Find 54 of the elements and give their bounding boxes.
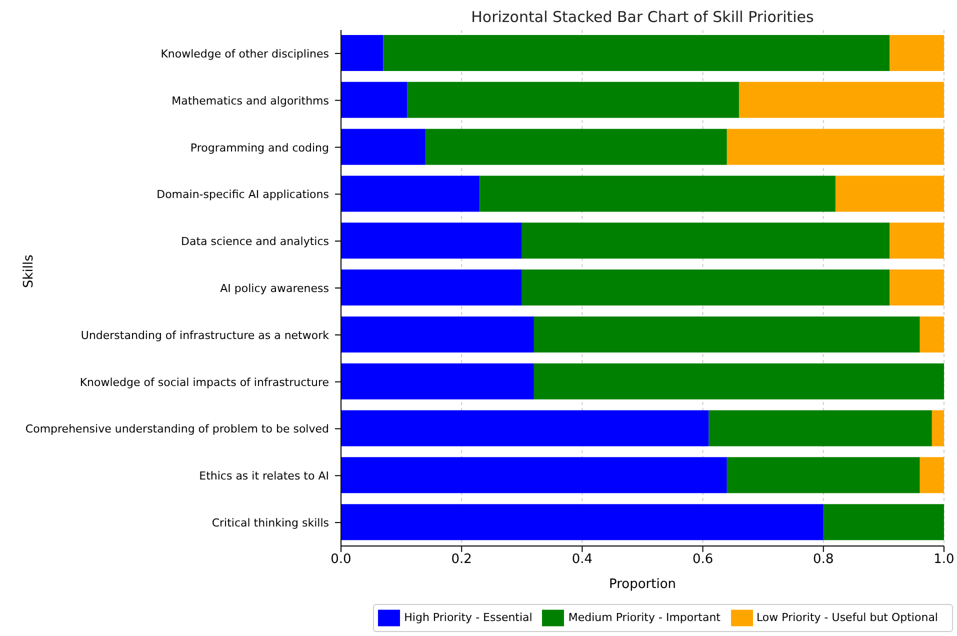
x-tick-label: 0.4 <box>572 552 593 568</box>
bar <box>341 457 727 494</box>
legend-label: Low Priority - Useful but Optional <box>756 611 938 624</box>
x-tick-label: 0.6 <box>692 552 714 568</box>
bar <box>341 410 709 446</box>
bar <box>534 363 944 400</box>
bar <box>383 35 890 71</box>
bar <box>341 35 384 71</box>
y-tick-label: Data science and analytics <box>180 235 330 248</box>
bar <box>835 176 944 212</box>
bar <box>341 222 522 259</box>
bar <box>534 316 920 352</box>
bar <box>932 410 944 446</box>
bar <box>890 35 944 71</box>
bar <box>341 82 408 118</box>
y-tick-label: Domain-specific AI applications <box>156 188 330 202</box>
legend-label: High Priority - Essential <box>404 611 532 624</box>
bar <box>890 222 944 259</box>
y-tick-label: Critical thinking skills <box>212 516 330 530</box>
y-axis-title: Skills <box>22 254 37 288</box>
y-tick-label: Programming and coding <box>190 141 329 154</box>
bar <box>708 410 932 446</box>
y-tick-label: AI policy awareness <box>220 282 330 295</box>
chart-title: Horizontal Stacked Bar Chart of Skill Priorities <box>470 8 815 26</box>
bar <box>407 82 739 118</box>
bar <box>341 316 534 352</box>
x-axis-title: Proportion <box>608 577 676 592</box>
y-tick-label: Knowledge of other disciplines <box>160 47 330 60</box>
x-tick-label: 0.8 <box>813 552 834 568</box>
bar <box>823 504 944 540</box>
bar <box>522 270 890 306</box>
bar <box>341 363 534 400</box>
bar <box>341 270 522 306</box>
y-tick-label: Understanding of infrastructure as a network <box>80 328 330 342</box>
legend-label: Medium Priority - Important <box>568 611 720 624</box>
bar <box>341 176 480 212</box>
y-tick-label: Mathematics and algorithms <box>172 94 330 108</box>
bar <box>480 176 836 212</box>
bar <box>920 457 944 494</box>
bar <box>726 457 920 494</box>
y-tick-label: Knowledge of social impacts of infrastructure <box>80 376 330 389</box>
bar <box>890 270 944 306</box>
x-tick-label: 0.2 <box>451 552 472 568</box>
bar <box>341 504 824 540</box>
bar <box>522 222 890 259</box>
y-tick-label: Ethics as it relates to AI <box>199 470 329 483</box>
bar <box>920 316 944 352</box>
bar <box>425 128 727 165</box>
bar <box>341 128 426 165</box>
x-tick-label: 0.0 <box>330 552 352 568</box>
bar <box>726 128 944 165</box>
y-tick-label: Comprehensive understanding of problem to be solved <box>25 422 329 436</box>
x-tick-label: 1.0 <box>934 552 954 568</box>
bar <box>738 82 944 118</box>
